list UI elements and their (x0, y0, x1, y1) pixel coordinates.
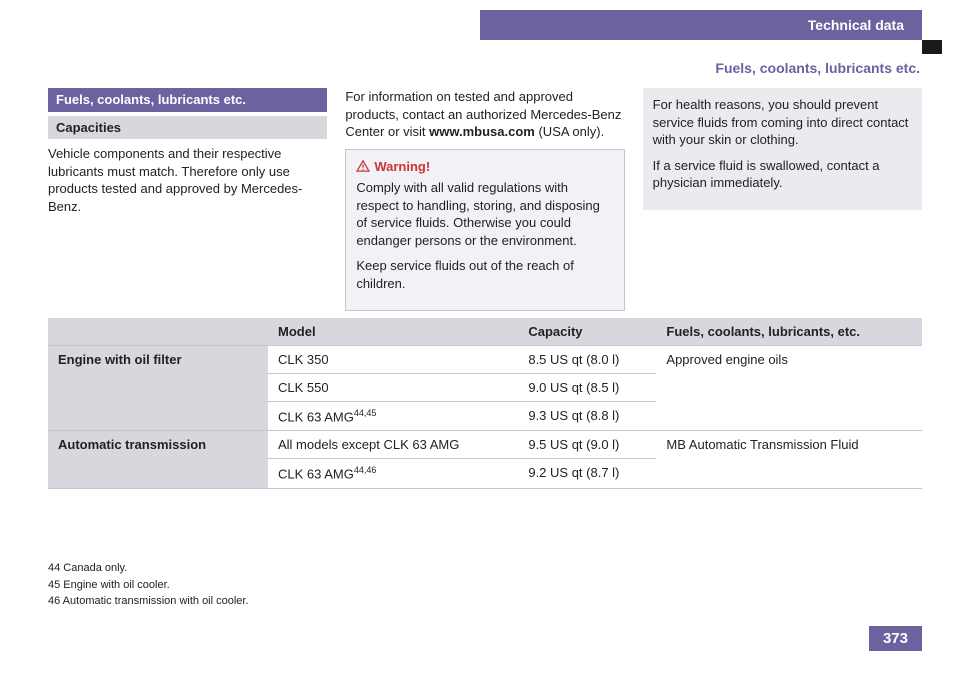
cell-cap: 9.2 US qt (8.7 l) (518, 459, 656, 488)
subheader: Fuels, coolants, lubricants etc. (715, 60, 920, 76)
header-title: Technical data (808, 17, 904, 33)
cell-cap: 9.0 US qt (8.5 l) (518, 374, 656, 402)
warning-icon (356, 159, 370, 171)
warning-p1: Comply with all valid regulations with r… (356, 179, 613, 249)
cell-model-text: CLK 63 AMG (278, 467, 354, 482)
rowhead-trans: Automatic transmission (48, 431, 268, 488)
th-model: Model (268, 318, 518, 346)
cell-model: All models except CLK 63 AMG (268, 431, 518, 459)
section-title: Fuels, coolants, lubricants etc. (48, 88, 327, 112)
info-p1: For health reasons, you should prevent s… (653, 96, 912, 149)
capacity-table: Model Capacity Fuels, coolants, lubrican… (48, 318, 922, 489)
cell-fluid: Approved engine oils (656, 346, 922, 431)
warning-box: Warning! Comply with all valid regulatio… (345, 149, 624, 312)
warning-label-text: Warning! (374, 159, 430, 174)
info-box: For health reasons, you should prevent s… (643, 88, 922, 210)
cell-cap: 8.5 US qt (8.0 l) (518, 346, 656, 374)
column-3: For health reasons, you should prevent s… (643, 88, 922, 311)
cell-fluid: MB Automatic Transmission Fluid (656, 431, 922, 488)
cell-cap: 9.5 US qt (9.0 l) (518, 431, 656, 459)
column-1: Fuels, coolants, lubricants etc. Capacit… (48, 88, 327, 311)
footnote-45: 45 Engine with oil cooler. (48, 577, 249, 594)
column-2: For information on tested and approved p… (345, 88, 624, 311)
footnote-46: 46 Automatic transmission with oil coole… (48, 593, 249, 610)
header-bar: Technical data (480, 10, 922, 40)
section-subtitle: Capacities (48, 116, 327, 140)
th-capacity: Capacity (518, 318, 656, 346)
capacity-table-wrap: Model Capacity Fuels, coolants, lubrican… (48, 318, 922, 489)
col1-body: Vehicle components and their respective … (48, 145, 327, 215)
th-empty (48, 318, 268, 346)
warning-p2: Keep service fluids out of the reach of … (356, 257, 613, 292)
rowhead-engine: Engine with oil filter (48, 346, 268, 431)
col2-intro-bold: www.mbusa.com (429, 124, 535, 139)
content-columns: Fuels, coolants, lubricants etc. Capacit… (48, 88, 922, 311)
cell-model: CLK 63 AMG44,46 (268, 459, 518, 488)
cell-sup: 44,46 (354, 465, 377, 475)
footnotes: 44 Canada only. 45 Engine with oil coole… (48, 560, 249, 610)
page-number-badge: 373 (869, 626, 922, 651)
col2-intro: For information on tested and approved p… (345, 88, 624, 141)
th-fluids: Fuels, coolants, lubricants, etc. (656, 318, 922, 346)
cell-model: CLK 63 AMG44,45 (268, 402, 518, 431)
table-header-row: Model Capacity Fuels, coolants, lubrican… (48, 318, 922, 346)
table-row: Engine with oil filter CLK 350 8.5 US qt… (48, 346, 922, 374)
side-tab (922, 40, 942, 54)
cell-cap: 9.3 US qt (8.8 l) (518, 402, 656, 431)
cell-model: CLK 350 (268, 346, 518, 374)
warning-label: Warning! (356, 158, 613, 176)
info-p2: If a service fluid is swallowed, contact… (653, 157, 912, 192)
col2-intro-2: (USA only). (535, 124, 604, 139)
footnote-44: 44 Canada only. (48, 560, 249, 577)
cell-model: CLK 550 (268, 374, 518, 402)
cell-model-text: CLK 63 AMG (278, 409, 354, 424)
table-row: Automatic transmission All models except… (48, 431, 922, 459)
cell-sup: 44,45 (354, 408, 377, 418)
